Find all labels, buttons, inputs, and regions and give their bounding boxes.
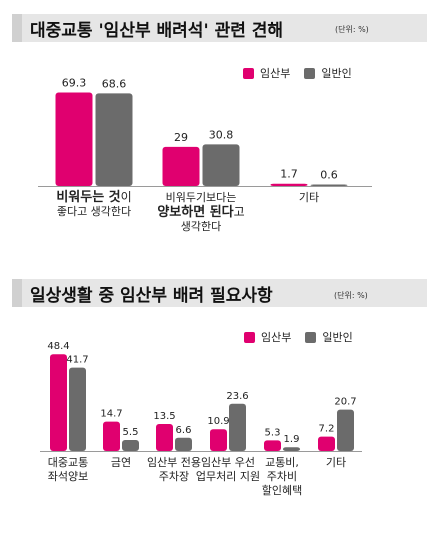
- chart2-xlabel-1: 대중교통 좌석양보: [48, 456, 88, 484]
- chart2-xlabel-6: 기타: [326, 456, 346, 470]
- legend-label-pregnant: 임산부: [260, 67, 291, 80]
- chart1-xlabel-2-line2: 양보하면 된다고: [157, 205, 244, 220]
- chart2-bar-general-3: [175, 437, 192, 451]
- legend-label-general: 일반인: [321, 67, 352, 80]
- chart2-value-label-pregnant-1: 48.4: [47, 341, 69, 352]
- chart1-bar-general-3: [310, 184, 348, 186]
- chart1-xlabel-1-rest: 이: [120, 190, 132, 204]
- legend-item-pregnant-2: 임산부: [244, 329, 291, 345]
- legend-item-pregnant: 임산부: [243, 65, 290, 81]
- chart1-value-label-general-3: 0.6: [320, 169, 338, 182]
- chart2-xlabel-4: 임산부 우선 업무처리 지원: [196, 456, 260, 484]
- chart2-bar-general-2: [122, 440, 139, 451]
- legend-swatch-pregnant-2: [244, 331, 255, 343]
- chart2-xlabel-6-line1: 기타: [325, 456, 347, 469]
- chart2-xlabel-3: 임산부 전용 주차장: [147, 456, 201, 484]
- chart1-value-label-general-1: 68.6: [102, 77, 127, 90]
- legend-swatch-general-2: [305, 331, 317, 343]
- chart1-xlabel-2-line3: 생각한다: [180, 220, 222, 233]
- chart1-value-label-pregnant-1: 69.3: [62, 76, 87, 89]
- title-banner-1: [12, 14, 427, 42]
- chart2-bar-pregnant-4: [210, 429, 227, 451]
- chart2-bar-pregnant-6: [318, 436, 335, 451]
- chart2-value-label-pregnant-3: 13.5: [153, 411, 175, 422]
- chart1-bar-general-2: [202, 144, 240, 186]
- chart1-value-label-pregnant-3: 1.7: [280, 168, 298, 181]
- chart2-value-label-pregnant-6: 7.2: [319, 424, 335, 435]
- chart1-bar-pregnant-2: [162, 146, 200, 186]
- chart1-value-label-pregnant-2: 29: [174, 131, 188, 144]
- chart2-xlabel-4-line2: 업무처리 지원: [195, 470, 261, 483]
- chart2-bar-general-6: [337, 409, 354, 451]
- legend-swatch-pregnant: [243, 67, 254, 79]
- chart1-xlabel-2-bold: 양보하면 된다: [157, 205, 234, 220]
- chart2-xlabel-3-line2: 주차장: [158, 470, 190, 483]
- chart2-value-label-pregnant-2: 14.7: [100, 409, 122, 420]
- chart2-xlabel-3-line1: 임산부 전용: [146, 456, 202, 469]
- chart2-bar-pregnant-2: [103, 421, 120, 451]
- chart1-xlabel-3-line1: 기타: [298, 191, 320, 204]
- chart1-title: 대중교통 '임산부 배려석' 관련 견해: [30, 21, 284, 41]
- legend-label-pregnant-2: 임산부: [261, 331, 292, 344]
- chart2-bar-pregnant-5: [264, 440, 281, 451]
- chart2-xlabel-2-line1: 금연: [110, 456, 132, 469]
- chart2-xlabel-5: 교통비, 주차비 할인혜택: [262, 456, 302, 498]
- chart1-xlabel-1: 비워두는 것이 좋다고 생각한다: [56, 190, 131, 219]
- chart2-value-label-general-2: 5.5: [123, 427, 139, 438]
- chart2-value-label-general-3: 6.6: [176, 425, 192, 436]
- chart2-bar-general-4: [229, 403, 246, 451]
- chart2-xlabel-5-line3: 할인혜택: [261, 484, 303, 497]
- chart2-value-label-general-4: 23.6: [226, 391, 248, 402]
- chart2-bar-pregnant-1: [50, 354, 67, 451]
- chart1-xlabel-2-rest: 고: [233, 205, 245, 219]
- chart1-legend: 임산부 일반인: [243, 65, 366, 81]
- chart1-unit: (단위: %): [335, 25, 369, 34]
- chart2-bar-general-1: [69, 367, 86, 451]
- chart1-xlabel-2: 비워두기보다는 양보하면 된다고 생각한다: [157, 191, 244, 234]
- chart2-xlabel-5-line2: 주차비: [266, 470, 298, 483]
- chart2-value-label-pregnant-5: 5.3: [265, 427, 281, 438]
- legend-item-general-2: 일반인: [305, 329, 353, 345]
- chart2-xlabel-1-line2: 좌석양보: [47, 470, 89, 483]
- chart1-xlabel-2-line1: 비워두기보다는: [165, 191, 237, 204]
- title-banner-2: [12, 279, 427, 307]
- chart1-bar-pregnant-1: [55, 92, 93, 186]
- chart2-value-label-general-5: 1.9: [284, 434, 300, 445]
- chart1-bar-general-1: [95, 93, 133, 186]
- legend-item-general: 일반인: [304, 65, 352, 81]
- chart2-legend: 임산부 일반인: [244, 329, 367, 345]
- chart2-value-label-general-1: 41.7: [66, 355, 88, 366]
- chart2-unit: (단위: %): [334, 291, 368, 300]
- chart2-xlabel-5-line1: 교통비,: [265, 456, 299, 469]
- legend-swatch-general: [304, 67, 316, 79]
- chart1-xlabel-1-bold: 비워두는 것: [56, 190, 121, 205]
- chart1-xlabel-1-line1: 비워두는 것이: [56, 190, 131, 205]
- chart1-xlabel-1-line2: 좋다고 생각한다: [56, 205, 132, 218]
- chart2-bar-pregnant-3: [156, 424, 173, 451]
- chart1-value-label-general-2: 30.8: [209, 128, 234, 141]
- chart2-value-label-pregnant-4: 10.9: [207, 416, 229, 427]
- chart1-xlabel-3: 기타: [299, 191, 319, 205]
- legend-label-general-2: 일반인: [322, 331, 353, 344]
- chart2-title: 일상생활 중 임산부 배려 필요사항: [30, 286, 273, 306]
- chart2-xlabel-4-line1: 임산부 우선: [200, 456, 256, 469]
- chart2-xlabel-2: 금연: [111, 456, 131, 470]
- chart2-value-label-general-6: 20.7: [334, 397, 356, 408]
- chart1-bar-pregnant-3: [270, 183, 308, 186]
- chart2-bar-general-5: [283, 447, 300, 451]
- chart2-xlabel-1-line1: 대중교통: [47, 456, 89, 469]
